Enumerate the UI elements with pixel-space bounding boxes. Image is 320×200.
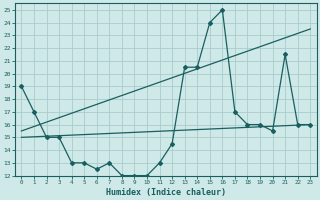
X-axis label: Humidex (Indice chaleur): Humidex (Indice chaleur) [106, 188, 226, 197]
